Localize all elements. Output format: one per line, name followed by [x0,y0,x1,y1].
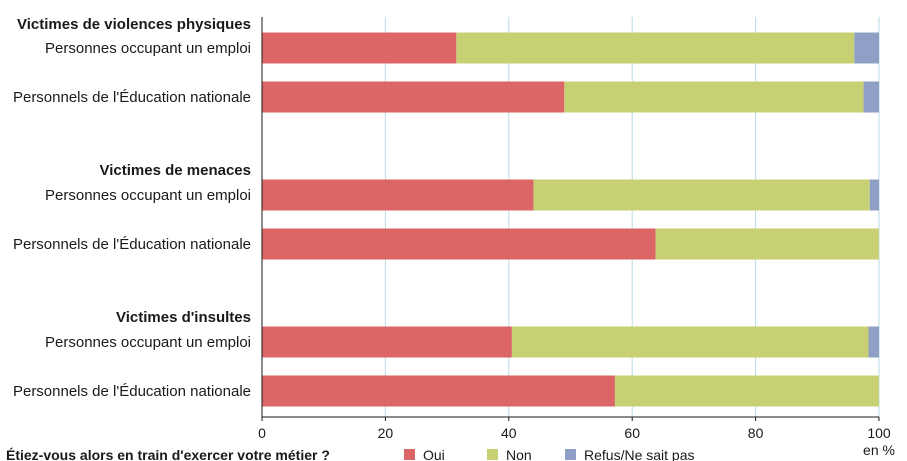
bar-segment-non [614,375,879,407]
bar-segment-non [511,326,869,358]
category-labels: Victimes de violences physiques Personnes… [13,16,251,400]
legend-swatch [404,449,415,460]
bars [262,32,879,407]
bar-segment-oui [262,228,656,260]
legend-swatch [487,449,498,460]
bar-segment-non [533,179,870,211]
category-label: Personnels de l'Éducation nationale [13,89,251,106]
legend-swatch [565,449,576,460]
x-tick-label: 60 [624,425,640,441]
legend: Étiez-vous alors en train d'exercer votr… [6,447,695,461]
legend-label: Non [506,447,532,461]
x-tick-label: 40 [501,425,517,441]
group-label: Victimes de menaces [100,162,251,179]
legend-title: Étiez-vous alors en train d'exercer votr… [6,447,330,461]
bar-segment-oui [262,32,457,64]
bar-segment-oui [262,326,512,358]
category-label: Personnes occupant un emploi [45,334,251,351]
category-label: Personnels de l'Éducation nationale [13,236,251,253]
x-tick-label: 100 [867,425,891,441]
category-label: Personnels de l'Éducation nationale [13,383,251,400]
bar-segment-oui [262,81,565,113]
x-axis: 0 20 40 60 80 100 [258,17,891,441]
x-tick-label: 0 [258,425,266,441]
bar-segment-non [564,81,864,113]
category-label: Personnes occupant un emploi [45,40,251,57]
bar-segment-non [655,228,879,260]
legend-label: Oui [423,447,445,461]
bar-segment-refus-ne-sait-pas [854,32,879,64]
bar-segment-oui [262,375,615,407]
group-label: Victimes de violences physiques [17,16,251,33]
bar-segment-oui [262,179,534,211]
bar-segment-refus-ne-sait-pas [868,326,879,358]
unit-label: en % [863,442,895,458]
category-label: Personnes occupant un emploi [45,187,251,204]
bar-segment-non [456,32,855,64]
bar-segment-refus-ne-sait-pas [863,81,879,113]
bar-segment-refus-ne-sait-pas [869,179,879,211]
legend-label: Refus/Ne sait pas [584,447,695,461]
group-label: Victimes d'insultes [116,309,251,326]
x-tick-label: 20 [378,425,394,441]
x-tick-label: 80 [748,425,764,441]
